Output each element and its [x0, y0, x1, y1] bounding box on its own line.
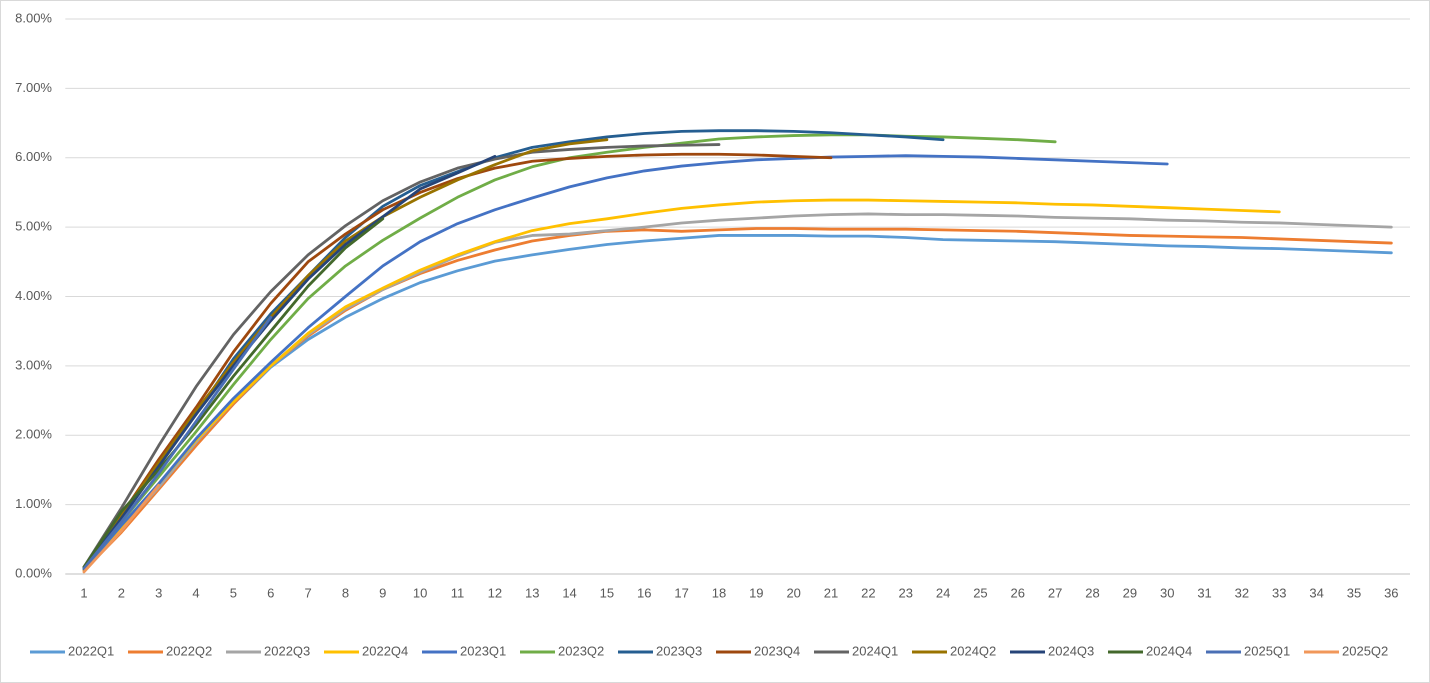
- x-tick-label: 14: [562, 585, 576, 600]
- x-tick-label: 11: [451, 585, 465, 600]
- x-tick-label: 35: [1347, 585, 1361, 600]
- x-tick-label: 19: [749, 585, 763, 600]
- x-tick-label: 15: [600, 585, 614, 600]
- y-tick-label: 0.00%: [15, 565, 52, 580]
- series-line: [82, 129, 945, 569]
- x-tick-label: 12: [488, 585, 502, 600]
- y-tick-label: 6.00%: [15, 149, 52, 164]
- x-tick-label: 13: [525, 585, 539, 600]
- legend-label: 2025Q2: [1342, 643, 1388, 658]
- legend-label: 2022Q1: [68, 643, 114, 658]
- legend-label: 2023Q4: [754, 643, 800, 658]
- y-tick-label: 5.00%: [15, 219, 52, 234]
- x-tick-label: 24: [936, 585, 950, 600]
- series-line: [82, 234, 1393, 570]
- x-tick-label: 20: [786, 585, 800, 600]
- y-tick-label: 7.00%: [15, 80, 52, 95]
- x-tick-label: 27: [1048, 585, 1062, 600]
- x-tick-label: 4: [192, 585, 199, 600]
- series-line: [82, 154, 1169, 571]
- x-tick-label: 25: [973, 585, 987, 600]
- x-tick-label: 23: [899, 585, 913, 600]
- x-tick-label: 8: [342, 585, 349, 600]
- x-tick-label: 16: [637, 585, 651, 600]
- x-tick-label: 21: [824, 585, 838, 600]
- legend-label: 2024Q2: [950, 643, 996, 658]
- series-line: [82, 217, 385, 569]
- legend-label: 2023Q3: [656, 643, 702, 658]
- legend-label: 2024Q1: [852, 643, 898, 658]
- x-tick-label: 26: [1011, 585, 1025, 600]
- x-tick-label: 18: [712, 585, 726, 600]
- series-line: [82, 315, 273, 570]
- legend-label: 2023Q2: [558, 643, 604, 658]
- y-tick-label: 3.00%: [15, 357, 52, 372]
- x-tick-label: 6: [267, 585, 274, 600]
- x-tick-label: 31: [1197, 585, 1211, 600]
- y-tick-label: 1.00%: [15, 496, 52, 511]
- series-line: [82, 198, 1281, 572]
- x-tick-label: 17: [674, 585, 688, 600]
- x-tick-label: 3: [155, 585, 162, 600]
- x-tick-label: 36: [1384, 585, 1398, 600]
- y-tick-label: 4.00%: [15, 288, 52, 303]
- x-tick-label: 32: [1235, 585, 1249, 600]
- x-tick-label: 5: [230, 585, 237, 600]
- y-tick-label: 8.00%: [15, 10, 52, 25]
- legend-label: 2023Q1: [460, 643, 506, 658]
- x-tick-label: 2: [118, 585, 125, 600]
- x-tick-label: 34: [1309, 585, 1323, 600]
- x-tick-label: 1: [80, 585, 87, 600]
- series-line: [82, 138, 609, 570]
- series-line: [82, 143, 721, 569]
- x-tick-label: 30: [1160, 585, 1174, 600]
- x-tick-label: 9: [379, 585, 386, 600]
- x-tick-label: 33: [1272, 585, 1286, 600]
- legend-label: 2022Q3: [264, 643, 310, 658]
- x-tick-label: 10: [413, 585, 427, 600]
- legend-label: 2022Q4: [362, 643, 408, 658]
- x-tick-label: 29: [1123, 585, 1137, 600]
- x-tick-label: 28: [1085, 585, 1099, 600]
- x-tick-label: 7: [304, 585, 311, 600]
- x-tick-label: 22: [861, 585, 875, 600]
- series-line: [82, 483, 161, 574]
- legend-label: 2025Q1: [1244, 643, 1290, 658]
- legend-label: 2024Q3: [1048, 643, 1094, 658]
- legend-label: 2022Q2: [166, 643, 212, 658]
- legend-label: 2024Q4: [1146, 643, 1192, 658]
- y-tick-label: 2.00%: [15, 427, 52, 442]
